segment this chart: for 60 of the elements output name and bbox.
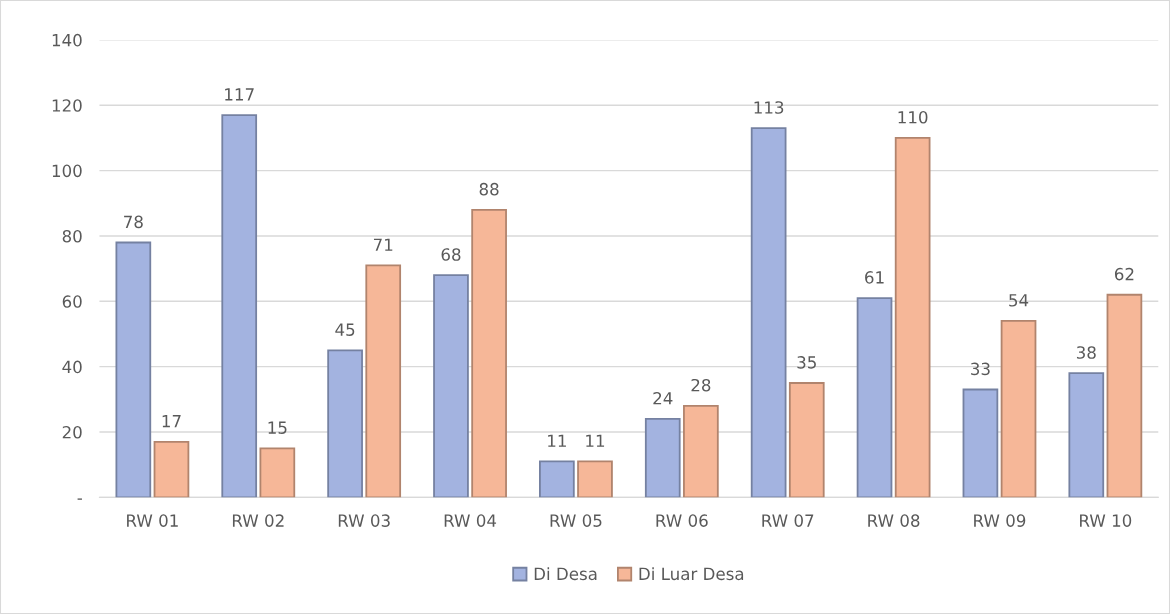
x-tick-label: RW 07 — [762, 514, 814, 527]
bar — [327, 349, 363, 498]
y-tick-label: 120 — [52, 99, 82, 112]
bar — [577, 460, 613, 498]
bar — [471, 208, 507, 498]
bar — [644, 418, 681, 498]
bar — [788, 382, 825, 498]
x-tick-label: RW 08 — [868, 514, 920, 527]
data-label: 11 — [586, 434, 605, 447]
x-tick-label: RW 02 — [232, 514, 284, 527]
data-label: 117 — [225, 88, 254, 101]
data-label: 71 — [373, 238, 393, 251]
data-label: 68 — [441, 248, 461, 261]
y-tick-label: 20 — [62, 425, 82, 439]
data-label: 113 — [754, 101, 784, 114]
bar — [856, 297, 893, 498]
bar — [115, 241, 152, 498]
data-label: 11 — [548, 434, 566, 447]
bar — [750, 127, 787, 498]
x-tick-label: RW 09 — [974, 514, 1026, 527]
legend-label: Di Luar Desa — [639, 567, 744, 581]
data-label: 38 — [1076, 346, 1096, 359]
data-label: 28 — [691, 378, 711, 392]
bar — [259, 447, 296, 498]
x-tick-label: RW 01 — [127, 514, 178, 527]
bar — [894, 137, 931, 498]
data-label: 54 — [1009, 294, 1029, 307]
bar — [221, 114, 258, 498]
x-tick-label: RW 05 — [550, 514, 602, 527]
bar — [1106, 293, 1143, 498]
y-tick-label: 60 — [62, 295, 82, 308]
bar — [1000, 319, 1037, 498]
bar — [433, 274, 469, 498]
y-tick-label: 100 — [52, 164, 82, 178]
x-tick-label: RW 10 — [1080, 514, 1132, 527]
y-tick-label: - — [77, 498, 82, 500]
bar — [683, 404, 719, 498]
data-label: 88 — [479, 182, 499, 196]
legend-label: Di Desa — [534, 567, 597, 581]
data-label: 17 — [162, 415, 181, 428]
data-label: 110 — [898, 110, 928, 124]
data-label: 45 — [335, 323, 355, 336]
bar — [365, 264, 402, 498]
data-label: 78 — [124, 215, 143, 229]
x-tick-label: RW 06 — [656, 514, 708, 527]
bar — [1068, 372, 1105, 498]
data-label: 24 — [653, 391, 673, 405]
bar — [962, 388, 999, 498]
y-tick-label: 80 — [62, 229, 82, 243]
data-label: 15 — [268, 421, 287, 434]
bar — [153, 440, 190, 498]
y-tick-label: 40 — [62, 360, 82, 374]
y-tick-label: 140 — [52, 33, 82, 47]
x-tick-label: RW 04 — [444, 514, 497, 527]
x-tick-label: RW 03 — [338, 514, 390, 527]
data-label: 62 — [1114, 267, 1134, 281]
data-label: 33 — [971, 362, 990, 376]
data-label: 61 — [865, 271, 884, 284]
bar — [539, 460, 575, 498]
data-label: 35 — [797, 356, 816, 369]
